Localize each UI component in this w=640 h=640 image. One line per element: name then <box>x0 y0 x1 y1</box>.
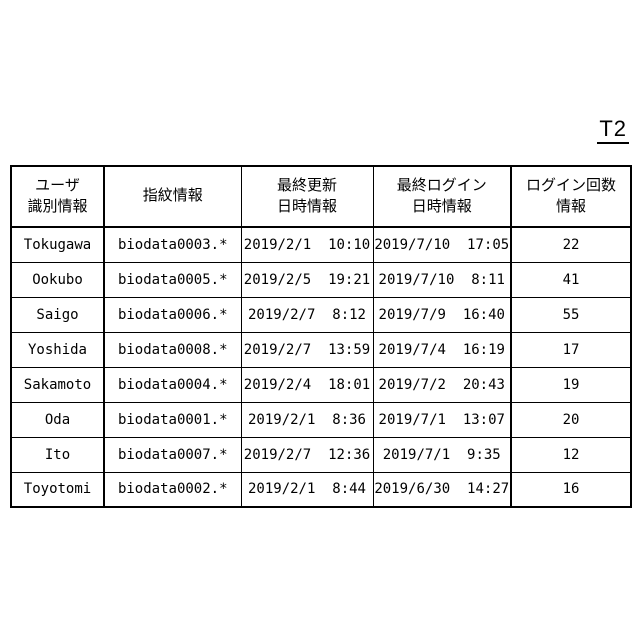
table-row: Yoshida biodata0008.* 2019/2/7 13:59 201… <box>10 331 632 368</box>
cell-last-login: 2019/6/30 14:27 <box>372 471 512 508</box>
cell-fingerprint: biodata0005.* <box>103 261 242 298</box>
table-row: Tokugawa biodata0003.* 2019/2/1 10:10 20… <box>10 226 632 263</box>
cell-user-id: Oda <box>10 401 105 438</box>
cell-last-login: 2019/7/10 8:11 <box>372 261 512 298</box>
table-row: Ito biodata0007.* 2019/2/7 12:36 2019/7/… <box>10 436 632 473</box>
cell-user-id: Ookubo <box>10 261 105 298</box>
cell-fingerprint: biodata0006.* <box>103 296 242 333</box>
figure-label: T2 <box>597 116 629 145</box>
cell-user-id: Tokugawa <box>10 226 105 263</box>
cell-login-count: 20 <box>510 401 632 438</box>
cell-login-count: 55 <box>510 296 632 333</box>
cell-login-count: 16 <box>510 471 632 508</box>
table-row: Ookubo biodata0005.* 2019/2/5 19:21 2019… <box>10 261 632 298</box>
cell-fingerprint: biodata0004.* <box>103 366 242 403</box>
cell-last-updated: 2019/2/4 18:01 <box>240 366 374 403</box>
cell-fingerprint: biodata0007.* <box>103 436 242 473</box>
cell-login-count: 12 <box>510 436 632 473</box>
col-header-user-id: ユーザ 識別情報 <box>10 165 105 228</box>
cell-last-updated: 2019/2/5 19:21 <box>240 261 374 298</box>
table-row: Toyotomi biodata0002.* 2019/2/1 8:44 201… <box>10 471 632 508</box>
cell-user-id: Saigo <box>10 296 105 333</box>
cell-last-updated: 2019/2/1 8:44 <box>240 471 374 508</box>
cell-last-login: 2019/7/10 17:05 <box>372 226 512 263</box>
table-row: Saigo biodata0006.* 2019/2/7 8:12 2019/7… <box>10 296 632 333</box>
cell-last-login: 2019/7/2 20:43 <box>372 366 512 403</box>
cell-login-count: 17 <box>510 331 632 368</box>
user-biometric-table: ユーザ 識別情報 指紋情報 最終更新 日時情報 最終ログイン 日時情報 ログイン… <box>10 165 632 508</box>
col-header-last-updated: 最終更新 日時情報 <box>240 165 374 228</box>
col-header-login-count: ログイン回数 情報 <box>510 165 632 228</box>
cell-fingerprint: biodata0003.* <box>103 226 242 263</box>
cell-fingerprint: biodata0008.* <box>103 331 242 368</box>
cell-fingerprint: biodata0001.* <box>103 401 242 438</box>
cell-last-updated: 2019/2/1 8:36 <box>240 401 374 438</box>
cell-user-id: Sakamoto <box>10 366 105 403</box>
cell-login-count: 19 <box>510 366 632 403</box>
cell-user-id: Toyotomi <box>10 471 105 508</box>
cell-fingerprint: biodata0002.* <box>103 471 242 508</box>
cell-last-updated: 2019/2/1 10:10 <box>240 226 374 263</box>
cell-user-id: Yoshida <box>10 331 105 368</box>
table-row: Sakamoto biodata0004.* 2019/2/4 18:01 20… <box>10 366 632 403</box>
cell-login-count: 41 <box>510 261 632 298</box>
col-header-fingerprint: 指紋情報 <box>103 165 242 228</box>
cell-last-updated: 2019/2/7 8:12 <box>240 296 374 333</box>
cell-last-login: 2019/7/1 9:35 <box>372 436 512 473</box>
header-row: ユーザ 識別情報 指紋情報 最終更新 日時情報 最終ログイン 日時情報 ログイン… <box>10 165 632 228</box>
cell-last-updated: 2019/2/7 13:59 <box>240 331 374 368</box>
cell-last-login: 2019/7/1 13:07 <box>372 401 512 438</box>
cell-last-updated: 2019/2/7 12:36 <box>240 436 374 473</box>
cell-user-id: Ito <box>10 436 105 473</box>
col-header-last-login: 最終ログイン 日時情報 <box>372 165 512 228</box>
cell-last-login: 2019/7/4 16:19 <box>372 331 512 368</box>
cell-login-count: 22 <box>510 226 632 263</box>
table-row: Oda biodata0001.* 2019/2/1 8:36 2019/7/1… <box>10 401 632 438</box>
cell-last-login: 2019/7/9 16:40 <box>372 296 512 333</box>
